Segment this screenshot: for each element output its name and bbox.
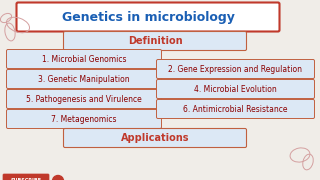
Text: 4. Microbial Evolution: 4. Microbial Evolution	[194, 84, 277, 93]
FancyBboxPatch shape	[3, 174, 49, 180]
Text: 7. Metagenomics: 7. Metagenomics	[51, 114, 117, 123]
Text: Genetics in microbiology: Genetics in microbiology	[61, 10, 235, 24]
FancyBboxPatch shape	[17, 3, 279, 31]
FancyBboxPatch shape	[156, 100, 315, 118]
Text: Applications: Applications	[121, 133, 189, 143]
FancyBboxPatch shape	[156, 80, 315, 98]
FancyBboxPatch shape	[6, 50, 162, 69]
FancyBboxPatch shape	[63, 129, 246, 147]
FancyBboxPatch shape	[156, 60, 315, 78]
Text: 2. Gene Expression and Regulation: 2. Gene Expression and Regulation	[169, 64, 302, 73]
Text: 1. Microbial Genomics: 1. Microbial Genomics	[42, 55, 126, 64]
Circle shape	[52, 176, 63, 180]
Text: SUBSCRIBE: SUBSCRIBE	[11, 179, 42, 180]
FancyBboxPatch shape	[6, 109, 162, 129]
FancyBboxPatch shape	[6, 69, 162, 89]
Text: 3. Genetic Manipulation: 3. Genetic Manipulation	[38, 75, 130, 84]
FancyBboxPatch shape	[63, 31, 246, 51]
Text: 5. Pathogenesis and Virulence: 5. Pathogenesis and Virulence	[26, 94, 142, 103]
Text: 6. Antimicrobial Resistance: 6. Antimicrobial Resistance	[183, 105, 288, 114]
Text: Definition: Definition	[128, 36, 182, 46]
FancyBboxPatch shape	[6, 89, 162, 109]
